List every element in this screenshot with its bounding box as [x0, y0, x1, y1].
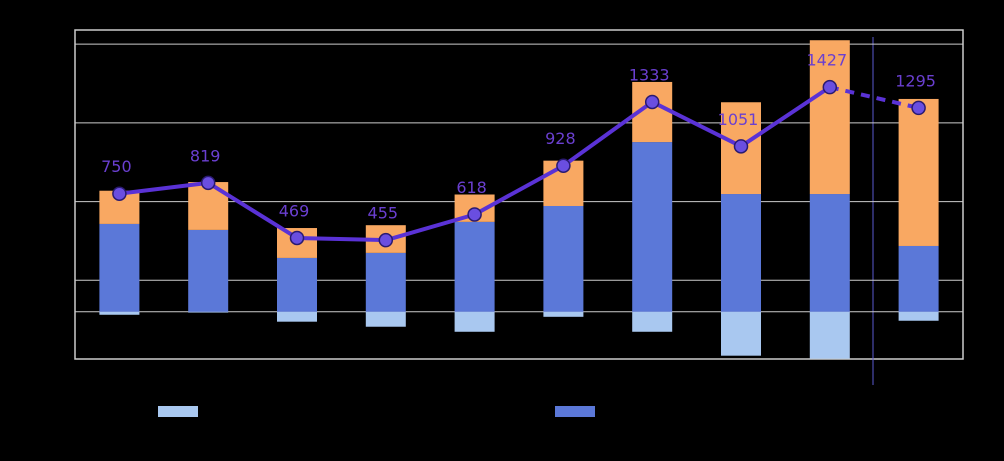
bar: [721, 311, 761, 356]
plot-frame: [74, 29, 964, 360]
bar: [898, 245, 939, 312]
point: [289, 230, 305, 246]
legend-swatch: [555, 406, 595, 417]
bar: [809, 194, 850, 312]
bar: [277, 311, 317, 322]
bar: [809, 40, 850, 195]
bar: [632, 142, 673, 312]
data-label: 750: [101, 157, 132, 176]
point: [822, 79, 838, 95]
bar: [99, 223, 140, 312]
data-label: 819: [190, 146, 221, 165]
bar: [454, 221, 495, 312]
point: [911, 100, 926, 116]
bar: [632, 311, 673, 332]
data-label: 1333: [629, 65, 670, 84]
point: [378, 232, 394, 248]
bar: [365, 311, 406, 327]
bar: [721, 194, 761, 312]
point: [556, 158, 571, 173]
data-label: 928: [545, 129, 576, 148]
point: [733, 139, 749, 154]
point: [467, 207, 482, 222]
bar: [99, 311, 140, 315]
legend-swatch: [158, 406, 198, 417]
data-label: 455: [368, 204, 399, 223]
bar: [543, 311, 584, 317]
data-label: 1427: [806, 51, 847, 70]
bar: [898, 98, 939, 246]
bar: [188, 311, 229, 313]
bar: [365, 252, 406, 312]
bar: [543, 205, 584, 312]
point: [112, 186, 127, 201]
point: [200, 175, 216, 191]
bar: [898, 311, 939, 321]
bar: [809, 311, 850, 359]
bar: [454, 311, 495, 332]
bar: [188, 229, 229, 312]
point: [644, 94, 660, 110]
data-label: 1295: [895, 71, 936, 90]
data-label: 618: [456, 178, 487, 197]
data-label: 469: [279, 201, 310, 220]
bar: [277, 257, 317, 312]
data-label: 1051: [718, 110, 759, 129]
